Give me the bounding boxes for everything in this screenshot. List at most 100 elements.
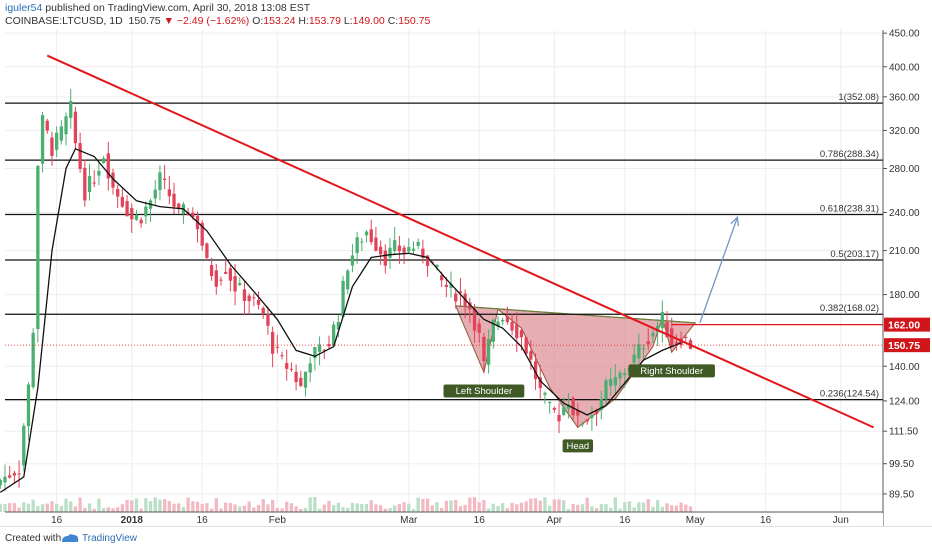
volume-bar — [655, 500, 660, 512]
candle-body — [613, 376, 618, 386]
volume-bar — [200, 503, 204, 512]
candle-body — [651, 333, 655, 337]
volume-bar — [299, 508, 303, 512]
last-price-text: 150.75 — [128, 15, 161, 27]
volume-bar — [111, 508, 115, 512]
candle-body — [252, 297, 256, 299]
volume-bar — [153, 497, 157, 512]
volume-bar — [383, 508, 387, 512]
candle-body — [200, 222, 204, 246]
candle-body — [425, 255, 430, 266]
candle-body — [40, 115, 45, 164]
volume-bar — [8, 503, 12, 512]
volume-bar — [162, 499, 167, 512]
candle-body — [191, 212, 195, 218]
moving-average — [0, 147, 682, 493]
volume-bars — [0, 497, 693, 512]
candle-body — [632, 354, 636, 363]
volume-bar — [181, 506, 186, 512]
volume-bar — [238, 506, 242, 512]
candle-body — [364, 231, 369, 236]
tradingview-brand[interactable]: TradingView — [82, 533, 138, 544]
volume-bar — [482, 499, 486, 512]
volume-bar — [167, 501, 171, 512]
candle-body — [69, 101, 73, 118]
candle-body — [50, 137, 54, 156]
candle-body — [524, 337, 528, 354]
pattern-label-bg — [443, 384, 525, 398]
candle-body — [416, 241, 420, 246]
price-chart[interactable]: 1(352.08) 0.786(288.34) 0.618(238.31) 0.5(2… — [0, 0, 932, 526]
volume-bar — [580, 504, 585, 512]
candle-body — [360, 241, 364, 243]
volume-bar — [665, 503, 669, 512]
candle-body — [289, 368, 294, 370]
volume-bar — [17, 507, 21, 512]
y-tick-label: 124.00 — [889, 396, 920, 407]
candle-body — [637, 344, 641, 359]
pattern-label-bg — [562, 439, 594, 453]
volume-bar — [557, 499, 561, 512]
low-value: 149.00 — [352, 15, 385, 27]
volume-bar — [641, 502, 646, 512]
volume-bar — [529, 498, 533, 512]
volume-bar — [233, 504, 237, 512]
candle-body — [242, 289, 247, 301]
candle-body — [501, 320, 505, 322]
volume-bar — [101, 508, 106, 512]
candle-body — [482, 336, 486, 361]
volume-bar — [623, 502, 627, 512]
y-tick-label: 210.00 — [889, 246, 920, 257]
volume-bar — [120, 504, 125, 512]
x-tick-label: 16 — [474, 515, 486, 526]
candle-body — [78, 143, 82, 169]
projection-arrow — [699, 217, 739, 324]
volume-bar — [402, 502, 406, 512]
candle-body — [214, 270, 218, 287]
volume-bar — [411, 508, 416, 512]
volume-bar — [106, 507, 110, 512]
candle-body — [31, 332, 35, 388]
last-price-badge-bg — [884, 338, 930, 353]
volume-bar — [36, 506, 40, 512]
volume-bar — [191, 501, 195, 512]
volume-bar — [388, 507, 392, 512]
author-link[interactable]: iguler54 — [5, 2, 43, 14]
volume-bar — [219, 508, 223, 512]
volume-bar — [364, 503, 369, 512]
candle-body — [486, 339, 491, 365]
candle-body — [496, 321, 500, 327]
candle-body — [646, 341, 650, 345]
candle-body — [153, 189, 157, 199]
candle-body — [12, 472, 17, 476]
volume-bar — [576, 504, 580, 512]
candle-body — [158, 172, 162, 191]
pattern-label: Left Shoulder — [443, 384, 525, 398]
candle-body — [87, 175, 92, 193]
volume-bar — [416, 497, 420, 512]
volume-bar — [186, 497, 190, 512]
volume-bar — [22, 502, 26, 512]
volume-bar — [501, 503, 505, 512]
candle-body — [8, 475, 12, 478]
volume-bar — [195, 501, 200, 512]
last-price-badge-text: 150.75 — [888, 340, 920, 352]
candle-body — [350, 255, 355, 266]
volume-bar — [472, 497, 477, 512]
candle-body — [120, 196, 125, 207]
volume-bar — [261, 499, 265, 512]
volume-bar — [444, 500, 448, 512]
candle-body — [336, 321, 341, 330]
volume-bar — [350, 502, 355, 512]
candle-body — [660, 312, 664, 329]
volume-bar — [496, 506, 500, 512]
candle-body — [256, 299, 261, 305]
volume-bar — [486, 508, 491, 512]
volume-bar — [585, 497, 589, 512]
candle-body — [585, 419, 589, 422]
candle-body — [684, 336, 688, 338]
axes: 450.00 400.00 360.00 320.00 280.00 240.00 210.… — [5, 29, 932, 526]
volume-bar — [397, 504, 402, 512]
volume-bar — [604, 504, 608, 512]
created-with-text: Created with — [5, 533, 62, 544]
